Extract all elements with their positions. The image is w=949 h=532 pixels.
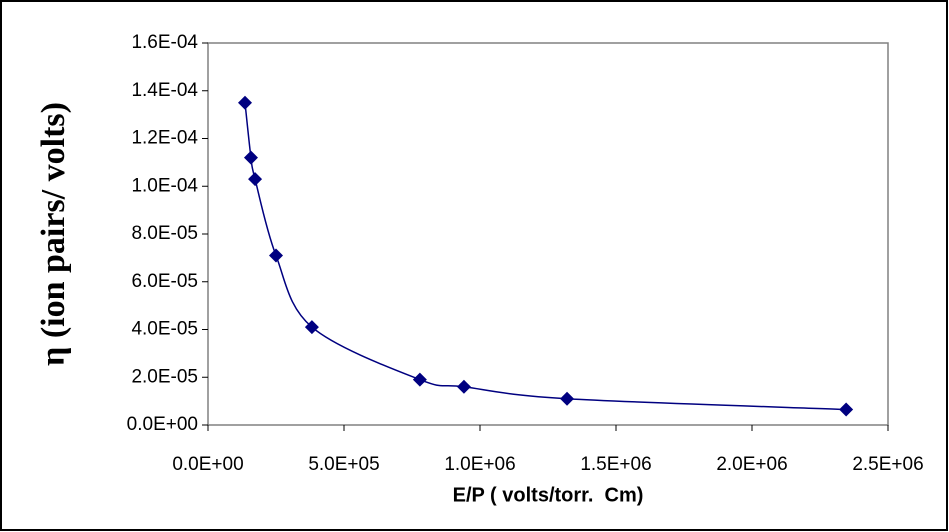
data-point [456,379,471,394]
y-tick-label: 1.0E-04 [131,175,198,196]
data-point [560,391,575,406]
series-line [244,102,847,411]
y-tick-label: 1.2E-04 [131,128,198,149]
x-axis-title: E/P ( volts/torr. Cm) [453,484,644,506]
x-tick-label: 5.0E+05 [308,454,379,475]
x-tick-label: 1.5E+06 [580,454,651,475]
data-point [237,95,252,110]
y-tick-label: 2.0E-05 [131,366,198,387]
y-tick-label: 8.0E-05 [131,223,198,244]
y-tick-label: 6.0E-05 [131,271,198,292]
data-point [839,402,854,417]
data-point [269,248,283,263]
y-tick-label: 1.6E-04 [131,32,198,53]
data-point [248,172,263,187]
y-tick-label: 0.0E+00 [127,414,198,435]
x-tick-label: 2.0E+06 [716,454,787,475]
data-point [412,372,427,387]
y-tick-label: 4.0E-05 [131,319,198,340]
data-point [243,150,258,165]
x-tick-label: 1.0E+06 [444,454,515,475]
data-point [304,320,319,335]
x-tick-label: 2.5E+06 [852,454,923,475]
x-tick-label: 0.0E+00 [172,454,243,475]
y-tick-label: 1.4E-04 [131,80,198,101]
y-axis-title: η (ion pairs/ volts) [35,102,72,366]
